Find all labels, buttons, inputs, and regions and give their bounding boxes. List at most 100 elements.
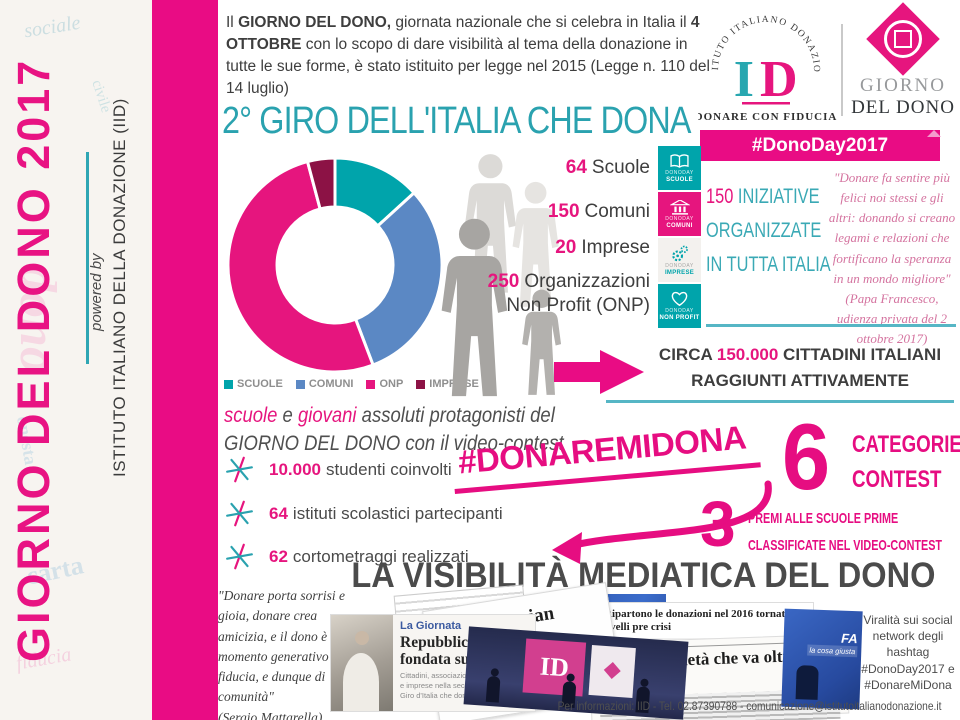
highlight-word: giovani bbox=[297, 404, 357, 427]
book-icon bbox=[670, 153, 689, 168]
gears-icon bbox=[671, 245, 688, 261]
categories-count: 6 bbox=[782, 404, 831, 509]
intro-bold-title: GIORNO DEL DONO, bbox=[238, 14, 392, 31]
legend-swatch bbox=[224, 379, 233, 389]
badge-scuole: DONODAY SCUOLE bbox=[658, 146, 701, 190]
curved-arrow-icon bbox=[552, 480, 772, 564]
clipping-headline: Ripartono le donazioni nel 2016 tornate … bbox=[604, 608, 802, 634]
initiatives-line: INIZIATIVE bbox=[733, 185, 820, 208]
right-arrow-icon bbox=[554, 350, 644, 394]
stat-value: 64 bbox=[565, 157, 587, 178]
stat-value: 150 bbox=[547, 201, 580, 222]
categories-line: CONTEST bbox=[852, 465, 942, 493]
badge-non-profit: DONODAY NON PROFIT bbox=[658, 284, 701, 328]
stat-value: 250 bbox=[487, 271, 520, 292]
stat-scuole: 64 Scuole bbox=[450, 156, 650, 180]
bullet-label: istituti scolastici partecipanti bbox=[292, 503, 503, 523]
pope-figure bbox=[343, 653, 379, 711]
organization-name-vertical: ISTITUTO ITALIANO DELLA DONAZIONE (IID) bbox=[110, 98, 129, 478]
iid-letter-d: D bbox=[760, 51, 798, 108]
tv-caption: FA la cosa giusta bbox=[807, 629, 858, 658]
donut-slice-onp bbox=[226, 159, 375, 374]
giorno-del-dono-logo: GIORNO DEL DONO bbox=[850, 2, 956, 124]
categories-label: CATEGORIE CONTEST bbox=[852, 428, 960, 498]
donut-slice-imprese bbox=[305, 156, 337, 211]
stat-label-line2: Non Profit (ONP) bbox=[506, 294, 650, 316]
reach-text: CITTADINI ITALIANI bbox=[778, 345, 942, 364]
quote-text: "Donare fa sentire più felici noi stessi… bbox=[828, 170, 956, 286]
mattarella-quote: "Donare porta sorrisi e gioia, donare cr… bbox=[218, 586, 346, 720]
clipping-kicker: La Giornata bbox=[400, 620, 462, 632]
pope-quote: "Donare fa sentire più felici noi stessi… bbox=[828, 168, 956, 349]
tv-screenshot-fa: FA la cosa giusta bbox=[781, 608, 863, 710]
footer-contact-info: Per informazioni: IID - Tel. 02.87390788… bbox=[557, 699, 942, 713]
legend-item: COMUNI bbox=[295, 378, 353, 390]
backdrop-panel bbox=[588, 645, 636, 698]
asterisk-icon bbox=[226, 500, 253, 527]
donoday-hashtag: #DonoDay2017 bbox=[751, 134, 889, 156]
social-virality-note: Viralità sui social network degli hashta… bbox=[861, 613, 955, 692]
teal-divider bbox=[606, 400, 954, 403]
bullet-label: studenti coinvolti bbox=[326, 459, 452, 479]
bullet-istituti: 64 istituti scolastici partecipanti bbox=[226, 500, 503, 527]
donoday-ribbon: #DonoDay2017 bbox=[700, 130, 941, 161]
quote-attribution: (Sergio Mattarella) bbox=[218, 709, 323, 720]
bullet-cortometraggi: 62 cortometraggi realizzati bbox=[226, 543, 469, 570]
bullet-studenti: 10.000 studenti coinvolti bbox=[226, 456, 452, 483]
stat-comuni: 150 Comuni bbox=[450, 200, 650, 224]
stat-label: Scuole bbox=[591, 157, 650, 178]
id-letters: ID bbox=[538, 651, 570, 683]
intro-text: con lo scopo di dare visibilità al tema … bbox=[226, 36, 710, 97]
highlight-word: scuole bbox=[224, 404, 278, 427]
stat-label: Organizzazioni bbox=[524, 271, 650, 292]
badge-brand: DONODAY bbox=[665, 308, 694, 314]
asterisk-icon bbox=[226, 456, 253, 483]
badge-brand: DONODAY bbox=[665, 169, 694, 176]
event-title-vertical: GIORNO DEL DONO 2017 bbox=[8, 57, 59, 663]
bullet-value: 62 bbox=[269, 546, 288, 566]
tv-caption-line: FA bbox=[840, 630, 858, 647]
iid-tagline: DONARE CON FIDUCIA bbox=[698, 111, 837, 123]
donut-slice-comuni bbox=[353, 190, 444, 367]
main-title: 2° GIRO DELL'ITALIA CHE DONA bbox=[222, 100, 691, 142]
intro-text: giornata nazionale che si celebra in Ita… bbox=[391, 14, 691, 31]
initiatives-callout: 150 INIZIATIVE ORGANIZZATE IN TUTTA ITAL… bbox=[706, 180, 831, 282]
sidebar: sociale dono carta fiducia civile onesta… bbox=[0, 0, 152, 720]
badge-label: IMPRESE bbox=[664, 269, 695, 276]
diamond-icon bbox=[603, 662, 621, 679]
stat-label: Comuni bbox=[584, 201, 650, 222]
iid-letter-i: I bbox=[734, 51, 754, 108]
asterisk-icon bbox=[226, 543, 253, 570]
caption-text-line2: GIORNO DEL DONO con il video-contest bbox=[224, 431, 564, 455]
legend-item: ONP bbox=[366, 378, 403, 390]
logo-divider bbox=[841, 24, 843, 116]
prizes-label: PREMI ALLE SCUOLE PRIME CLASSIFICATE NEL… bbox=[748, 506, 942, 559]
quote-text: "Donare porta sorrisi e gioia, donare cr… bbox=[218, 588, 346, 705]
stat-label: Imprese bbox=[581, 237, 650, 258]
heart-icon bbox=[671, 291, 688, 307]
media-section-title: LA VISIBILITÀ MEDIATICA DEL DONO bbox=[351, 556, 936, 595]
caption-text: e bbox=[277, 404, 298, 427]
reach-text-line2: RAGGIUNTI ATTIVAMENTE bbox=[691, 370, 909, 390]
intro-text: Il bbox=[226, 14, 239, 31]
legend-swatch bbox=[366, 379, 376, 389]
bullet-value: 64 bbox=[269, 503, 288, 523]
legend-swatch bbox=[295, 379, 305, 389]
badge-label: COMUNI bbox=[666, 222, 693, 229]
legend-item: SCUOLE bbox=[224, 378, 283, 390]
protagonists-caption: scuole e giovani assoluti protagonisti d… bbox=[224, 402, 564, 457]
pope-photo bbox=[331, 615, 393, 711]
id-backdrop-panel: ID bbox=[522, 638, 587, 697]
magenta-accent-bar bbox=[152, 0, 218, 720]
donut-chart bbox=[226, 156, 444, 374]
categories-line: CATEGORIE bbox=[852, 431, 960, 458]
tv-caption-line: la cosa giusta bbox=[807, 644, 858, 658]
badge-brand: DONODAY bbox=[665, 262, 694, 269]
clipping-body: Cittadini, associazioni, Comuni, scuole … bbox=[400, 671, 528, 700]
reach-value: 150.000 bbox=[716, 345, 779, 364]
intro-bold-date: 4 OTTOBRE bbox=[226, 14, 700, 53]
pope-figure-head bbox=[355, 631, 369, 645]
guest-silhouette bbox=[795, 665, 819, 700]
badge-label: NON PROFIT bbox=[659, 315, 700, 321]
